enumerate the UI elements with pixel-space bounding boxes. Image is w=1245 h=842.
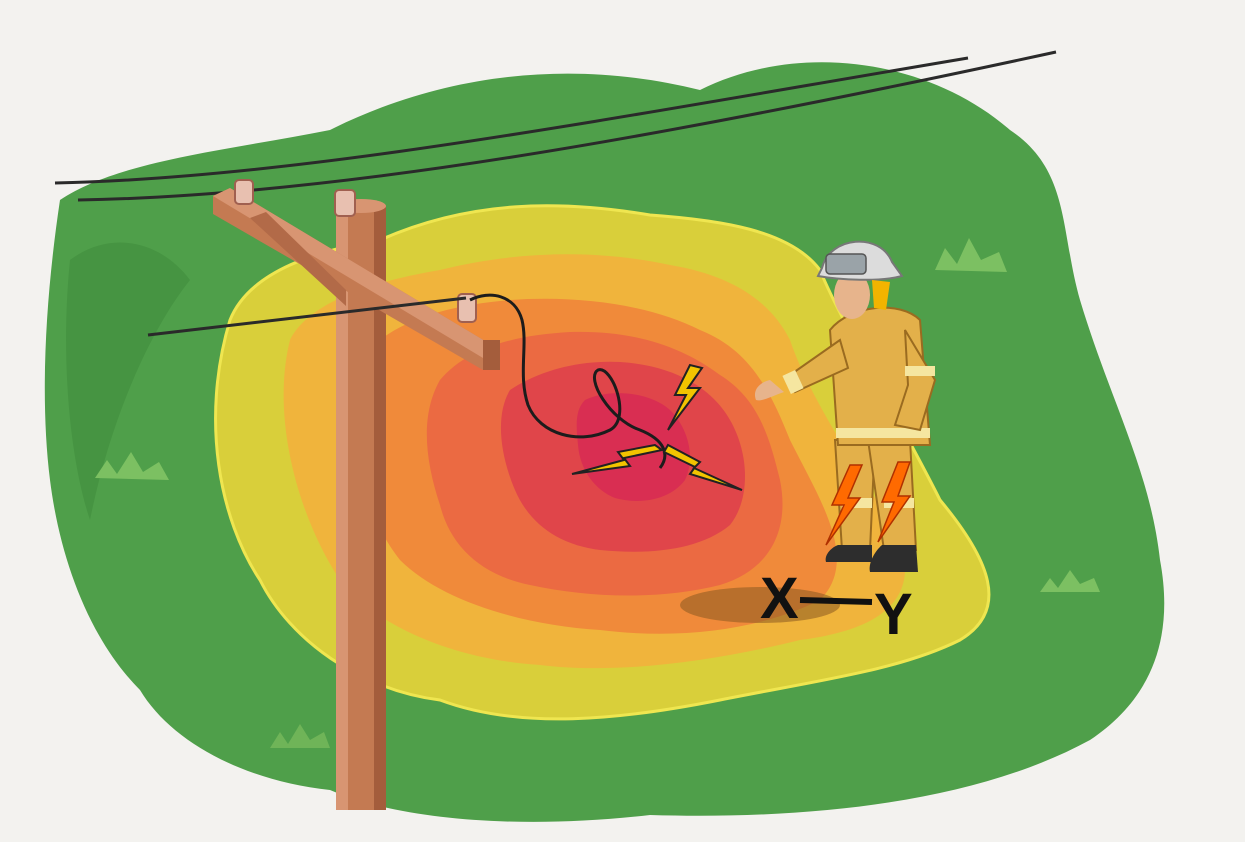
grass-shading (66, 242, 190, 520)
point-x-label: X (760, 566, 799, 631)
firefighter-icon (680, 240, 937, 623)
lightning-bolt-icon (662, 443, 743, 491)
point-y-label: Y (874, 582, 913, 647)
step-distance-line (799, 597, 873, 605)
grass-tuft (95, 452, 169, 480)
power-line (77, 50, 1057, 202)
power-line (147, 296, 467, 337)
power-line (54, 56, 969, 185)
lightning-bolt-icon (667, 363, 704, 431)
hazard-zone-center (576, 393, 690, 501)
grass-tuft (1040, 570, 1100, 592)
lightning-bolt-icon (571, 443, 665, 475)
grass-tuft (935, 238, 1007, 272)
grass-tuft (270, 724, 330, 748)
downed-wire-icon (469, 293, 667, 469)
utility-pole-icon (213, 179, 500, 810)
